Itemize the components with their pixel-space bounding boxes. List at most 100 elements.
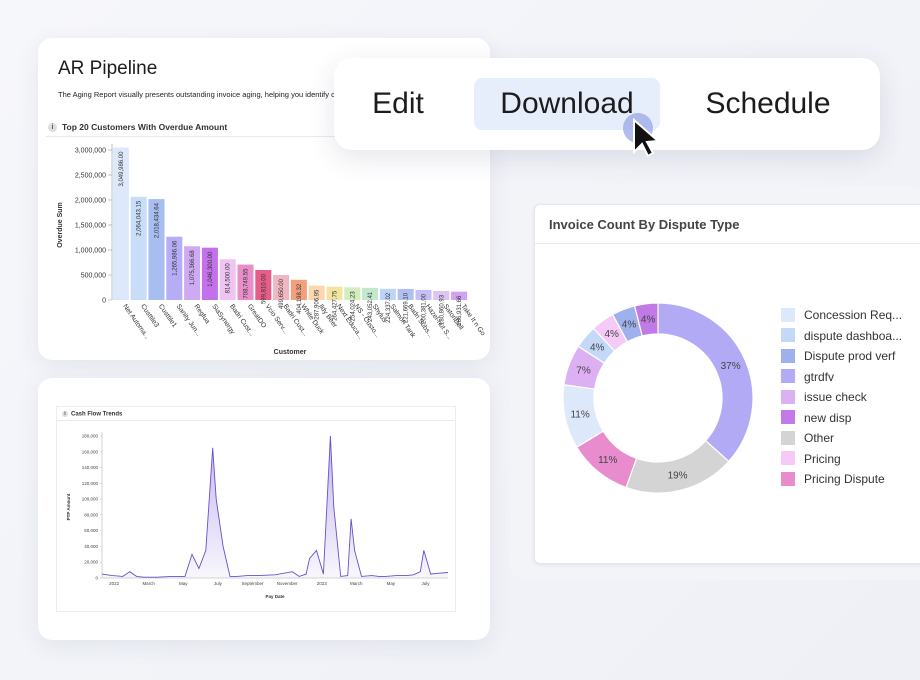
y-tick-label: 80,000 [84, 512, 98, 517]
slice-label: 7% [576, 366, 591, 377]
y-tick-label: 180,000 [82, 434, 99, 439]
legend-label: Pricing Dispute [804, 471, 885, 486]
bar-data-label: 1,046,300.00 [208, 251, 214, 287]
bar-data-label: 499,650.00 [279, 278, 285, 309]
overdue-bar[interactable] [433, 290, 450, 300]
overdue-bar[interactable] [273, 275, 290, 300]
legend-item[interactable]: gtrdfv [781, 369, 835, 384]
slice-label: 4% [604, 329, 619, 340]
legend-swatch [781, 389, 795, 404]
edit-menu-item[interactable]: Edit [372, 87, 424, 120]
donut-slice[interactable] [625, 439, 730, 494]
donut-slice[interactable] [657, 302, 754, 463]
cursor-arrow-icon [633, 117, 661, 158]
slice-label: 11% [598, 455, 617, 466]
bar-data-label: 1,075,366.68 [190, 250, 196, 286]
bar-data-label: 2,064,043.15 [137, 200, 143, 236]
y-tick-label: 120,000 [82, 481, 99, 486]
bar-data-label: 180,860.93 [439, 294, 445, 325]
legend-item[interactable]: new disp [781, 410, 852, 425]
info-icon[interactable]: i [48, 123, 57, 133]
donut-slice[interactable] [633, 302, 659, 337]
bar-data-label: 224,337.02 [386, 292, 392, 323]
bar-data-label: 2,018,434.64 [155, 202, 161, 238]
bar-data-label: 814,500.00 [226, 263, 232, 294]
y-axis-label: Overdue Sum [57, 202, 64, 248]
overdue-bar[interactable] [415, 289, 432, 300]
legend-item[interactable]: Other [781, 430, 835, 445]
bar-data-label: 221,669.10 [404, 292, 410, 323]
legend-item[interactable]: dispute dashboa... [781, 328, 903, 343]
legend-swatch [781, 328, 795, 343]
action-menu: Edit Download Schedule [334, 58, 880, 150]
legend-item[interactable]: Pricing Dispute [781, 471, 885, 486]
y-tick-label: 140,000 [82, 465, 99, 470]
overdue-bar[interactable] [148, 199, 165, 300]
x-tick-label: March [142, 581, 155, 586]
overdue-bar[interactable] [219, 259, 236, 300]
overdue-bar[interactable] [166, 236, 183, 300]
overdue-chart-header: i Top 20 Customers With Overdue Amount [48, 122, 227, 133]
x-tick-label: September [242, 581, 265, 586]
bar-data-label: 3,049,986.00 [119, 151, 125, 187]
legend-label: dispute dashboa... [804, 328, 903, 343]
legend-item[interactable]: Pricing [781, 451, 841, 466]
overdue-bar[interactable] [255, 270, 272, 300]
bar-data-label: 1,265,986.06 [172, 240, 178, 276]
legend-swatch [781, 410, 795, 425]
overdue-bar[interactable] [362, 287, 379, 300]
overdue-bar[interactable] [397, 288, 414, 300]
dispute-chart-title: Invoice Count By Dispute Type [549, 217, 740, 232]
x-axis-label: Pay Date [265, 594, 285, 599]
cash-flow-area [102, 436, 448, 578]
cash-flow-title: Cash Flow Trends [71, 411, 123, 418]
slice-label: 4% [590, 342, 605, 353]
y-tick-label: 3,000,000 [75, 148, 106, 155]
legend-swatch [781, 430, 795, 445]
y-tick-label: 500,000 [81, 273, 106, 280]
cash-flow-panel [56, 406, 456, 612]
slice-label: 4% [622, 319, 637, 330]
overdue-bar[interactable] [290, 279, 307, 300]
legend-swatch [781, 348, 795, 363]
legend-swatch [781, 451, 795, 466]
cash-flow-area-chart: 0 20,000 40,000 60,000 80,000 100,000 120,000 1… [66, 432, 449, 599]
legend-label: Other [804, 430, 835, 445]
legend-label: new disp [804, 410, 852, 425]
overdue-bar[interactable] [201, 247, 218, 300]
y-tick-label: 2,000,000 [75, 198, 106, 205]
y-tick-label: 0 [102, 298, 106, 305]
slice-label: 11% [570, 409, 589, 420]
overdue-bar[interactable] [379, 288, 396, 300]
overdue-bar[interactable] [130, 196, 147, 300]
legend-item[interactable]: Concession Req... [781, 307, 902, 322]
legend-label: Dispute prod verf [804, 348, 896, 363]
overdue-bar[interactable] [112, 147, 129, 300]
overdue-bar[interactable] [184, 246, 201, 300]
legend-item[interactable]: Dispute prod verf [781, 348, 896, 363]
bar-data-label: 599,810.00 [261, 273, 267, 304]
overdue-bar[interactable] [326, 286, 343, 300]
info-icon[interactable]: i [62, 411, 68, 417]
overdue-bar[interactable] [237, 264, 254, 300]
mouse-cursor [623, 113, 661, 158]
legend-swatch [781, 307, 795, 322]
y-tick-label: 0 [95, 576, 98, 581]
bar-data-label: 287,906.95 [315, 289, 321, 320]
x-tick-label: Take It n Go [459, 303, 486, 337]
x-tick-label: May [387, 581, 396, 586]
legend-item[interactable]: issue check [781, 389, 867, 404]
slice-label: 19% [668, 471, 688, 482]
legend-label: gtrdfv [804, 369, 835, 384]
chart-header-divider [46, 136, 490, 137]
overdue-bar[interactable] [344, 287, 361, 300]
overdue-bar[interactable] [451, 291, 468, 300]
x-tick-label: 2022 [109, 581, 120, 586]
y-tick-label: 1,500,000 [75, 223, 106, 230]
y-axis-label: PTP Amount [66, 493, 71, 520]
dispute-type-card: Invoice Count By Dispute Type 37% 19% 11% 1… [534, 204, 920, 564]
y-tick-label: 160,000 [82, 449, 99, 454]
bar-data-label: 254,024.23 [350, 291, 356, 322]
schedule-menu-item[interactable]: Schedule [705, 87, 831, 120]
overdue-bar[interactable] [308, 285, 325, 300]
